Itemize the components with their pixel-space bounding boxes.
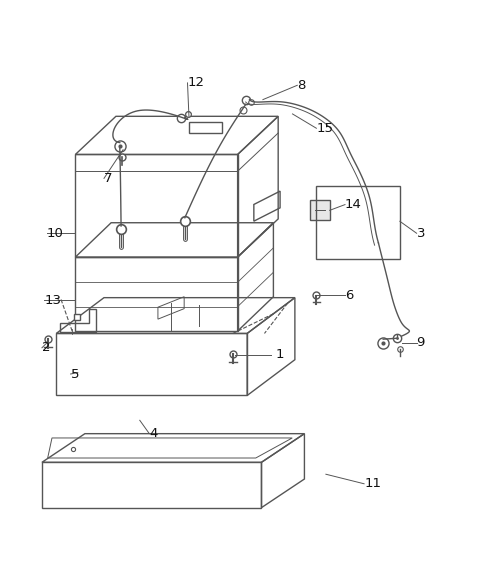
Text: 13: 13 bbox=[44, 293, 61, 307]
Text: 12: 12 bbox=[188, 77, 204, 89]
Text: 15: 15 bbox=[316, 122, 333, 135]
Text: 10: 10 bbox=[47, 227, 63, 240]
Text: 11: 11 bbox=[364, 477, 381, 490]
Text: 8: 8 bbox=[297, 79, 306, 92]
Text: 9: 9 bbox=[417, 336, 425, 350]
Text: 14: 14 bbox=[345, 198, 362, 211]
Text: 7: 7 bbox=[104, 172, 112, 185]
Text: 6: 6 bbox=[345, 289, 353, 302]
FancyBboxPatch shape bbox=[310, 200, 330, 220]
Text: 5: 5 bbox=[71, 368, 79, 381]
Text: 1: 1 bbox=[276, 349, 284, 361]
Bar bbox=[316, 185, 400, 260]
Text: 4: 4 bbox=[149, 427, 158, 440]
Text: 3: 3 bbox=[417, 227, 425, 240]
Text: 2: 2 bbox=[42, 341, 50, 354]
